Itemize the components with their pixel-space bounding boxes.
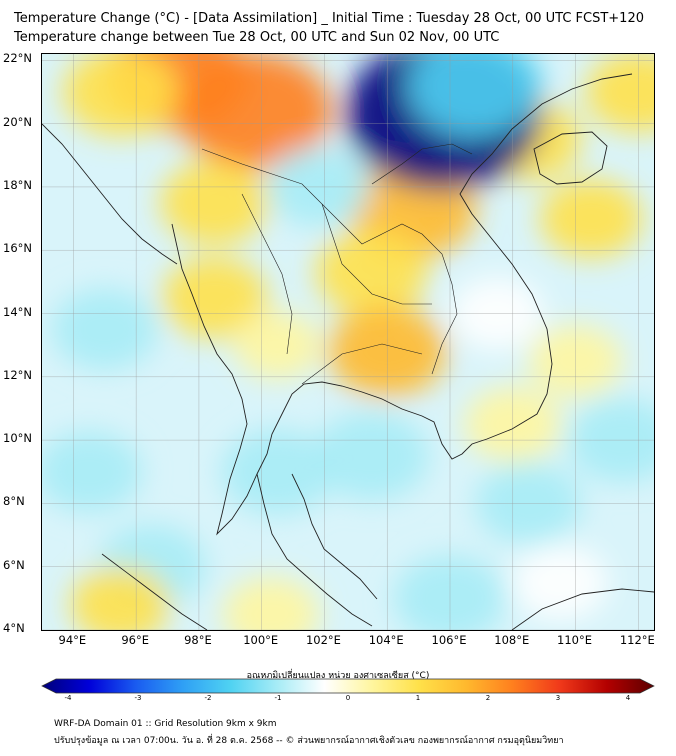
lon-label: 110°E <box>557 633 593 647</box>
coastline-west-myanmar <box>42 123 178 265</box>
graticule <box>42 54 654 630</box>
field-region-16 <box>42 430 143 513</box>
lon-label: 108°E <box>494 633 530 647</box>
colorbar-tick-label: -1 <box>274 694 282 702</box>
lon-label: 94°E <box>58 633 87 647</box>
coastline-borneo <box>511 588 654 630</box>
colorbar-tick-label: -3 <box>134 694 142 702</box>
temperature-change-map <box>41 53 655 631</box>
field-region-27 <box>233 311 322 379</box>
lat-label: 12°N <box>3 367 32 382</box>
colorbar-title: อุณหภูมิเปลี่ยนแปลง หน่วย องศาเซลเซียส (… <box>246 671 430 681</box>
coastline-hainan <box>533 131 608 185</box>
lat-label: 16°N <box>3 241 32 256</box>
lat-label: 4°N <box>3 621 25 635</box>
coastlines-and-borders <box>42 73 654 630</box>
field-region-9 <box>585 54 654 133</box>
lon-label: 106°E <box>431 633 467 647</box>
colorbar <box>41 678 655 694</box>
lon-label: 96°E <box>121 633 149 647</box>
lat-label: 6°N <box>3 557 25 572</box>
lon-label: 104°E <box>368 633 404 647</box>
colorbar-tick-label: 2 <box>485 694 491 702</box>
lat-label: 22°N <box>3 51 32 66</box>
map-subtitle: Temperature change between Tue 28 Oct, 0… <box>14 30 500 45</box>
lon-label: 98°E <box>184 633 212 647</box>
field-region-2 <box>62 54 179 137</box>
footer-model-info: WRF-DA Domain 01 :: Grid Resolution 9km … <box>54 719 277 729</box>
map-canvas <box>42 54 654 630</box>
field-region-25 <box>222 576 320 630</box>
field-region-13 <box>51 288 158 371</box>
field-region-11 <box>408 54 543 138</box>
field-region-5 <box>315 229 428 316</box>
lat-label: 18°N <box>3 177 32 192</box>
lat-label: 14°N <box>3 304 32 319</box>
colorbar-tick-label: 0 <box>345 694 351 702</box>
footer-update-info: ปรับปรุงข้อมูล ณ เวลา 07:00น. วัน อ. ที่… <box>54 736 564 746</box>
colorbar-gradient <box>41 678 655 694</box>
field-region-3 <box>160 160 270 245</box>
coastline-sumatra <box>101 553 208 630</box>
temperature-field <box>42 54 654 630</box>
field-region-26 <box>161 256 268 339</box>
colorbar-tick-label: 4 <box>625 694 631 702</box>
lon-label: 100°E <box>243 633 279 647</box>
field-region-24 <box>70 566 171 630</box>
colorbar-tick-label: 1 <box>415 694 421 702</box>
lat-label: 10°N <box>3 431 32 446</box>
field-region-1 <box>178 54 332 170</box>
coastline-peninsula <box>256 473 373 627</box>
lon-label: 102°E <box>305 633 341 647</box>
colorbar-tick-label: -4 <box>64 694 72 702</box>
lat-label: 8°N <box>3 494 25 509</box>
map-title: Temperature Change (°C) - [Data Assimila… <box>14 11 644 26</box>
border-inland <box>201 143 473 385</box>
field-region-21 <box>511 545 609 620</box>
field-region-14 <box>221 428 334 515</box>
coastline-peninsula-east <box>291 473 378 600</box>
field-region-8 <box>539 178 643 259</box>
colorbar-tick-label: -2 <box>204 694 212 702</box>
coastline-mainland <box>171 73 633 536</box>
field-region-15 <box>313 411 430 501</box>
lat-label: 20°N <box>3 114 32 129</box>
lon-label: 112°E <box>619 633 655 647</box>
colorbar-tick-label: 3 <box>555 694 561 702</box>
